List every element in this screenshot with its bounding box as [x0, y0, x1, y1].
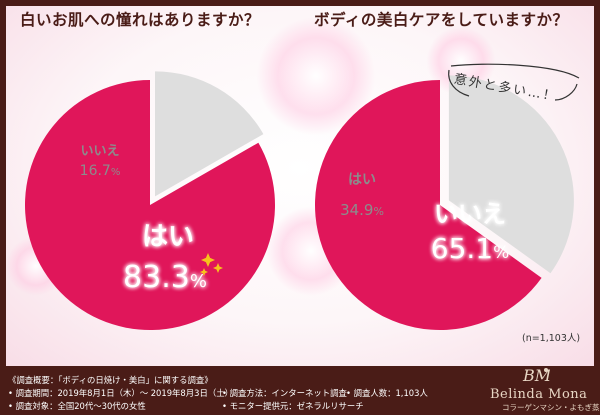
- footer-heading: 《調査概要：「ボディの日焼け・美白」に関する調査》: [8, 375, 213, 385]
- survey-footer: 《調査概要：「ボディの日焼け・美白」に関する調査》 • 調査期間：2019年8月…: [0, 366, 600, 415]
- chart-1-title: 白いお肌への憧れはありますか？: [20, 11, 261, 29]
- pie-slice: [155, 71, 264, 197]
- speech-bubble-icon: [448, 63, 580, 101]
- slice-label: いいえ: [434, 200, 506, 228]
- slice-label: はい: [142, 222, 194, 252]
- brand-logo-icon: BM: [522, 366, 550, 385]
- slice-percent: 34.9%: [340, 201, 384, 219]
- footer-period: • 調査期間：2019年8月1日（木）～ 2019年8月3日（土）: [8, 388, 233, 398]
- brand-name: Belinda Mona: [490, 387, 588, 402]
- brand-monogram: BM: [522, 366, 550, 385]
- slice-percent: 83.3%: [123, 260, 207, 295]
- slice-label: いいえ: [80, 144, 119, 159]
- slice-percent: 16.7%: [80, 163, 121, 179]
- footer-count: • 調査人数：1,103人: [346, 388, 428, 398]
- pie-slice: [315, 80, 542, 330]
- brand-tagline: コラーゲンマシン・よもぎ蒸し: [502, 403, 600, 412]
- chart-2-title: ボディの美白ケアをしていますか？: [314, 11, 569, 29]
- sparkle-icon: [200, 253, 223, 276]
- footer-provider: • モニター提供元：ゼネラルリサーチ: [222, 401, 364, 411]
- footer-method: • 調査方法：インターネット調査: [222, 388, 347, 398]
- slice-percent: 65.1%: [431, 232, 510, 265]
- pie-slice: [25, 80, 276, 331]
- sample-size: (n=1,103人): [522, 333, 581, 344]
- slice-label: はい: [348, 172, 376, 188]
- pie-slice: [448, 75, 574, 274]
- footer-target: • 調査対象：全国20代～30代の女性: [8, 401, 146, 411]
